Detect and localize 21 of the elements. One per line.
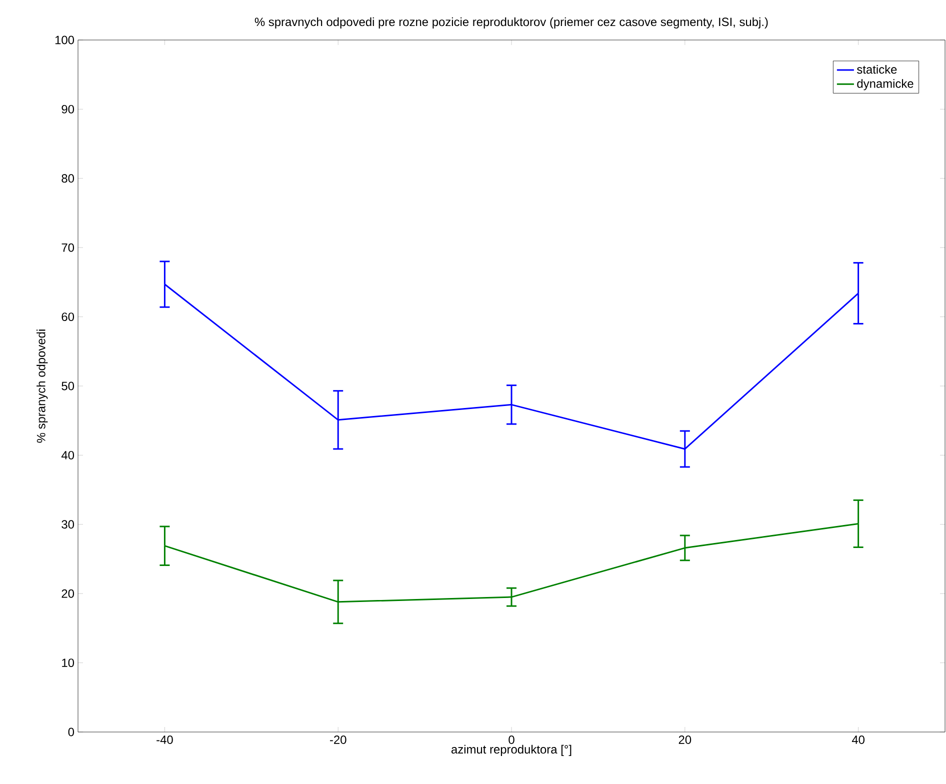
y-tick-label: 100: [55, 36, 74, 44]
y-tick-label: 40: [61, 450, 74, 460]
y-tick-label: 60: [62, 312, 74, 322]
x-axis-title: azimut reproduktora [°]: [451, 744, 572, 756]
y-tick-label: 0: [68, 728, 74, 736]
x-tick-label: -40: [156, 736, 173, 744]
legend-label: staticke: [857, 64, 897, 74]
x-tick-label: 20: [678, 736, 692, 744]
x-tick-label: 40: [852, 736, 864, 744]
y-tick-label: 90: [62, 104, 74, 114]
y-tick-label: 20: [62, 589, 74, 598]
y-tick-label: 70: [62, 243, 74, 252]
x-tick-label: -20: [330, 736, 346, 744]
y-tick-label: 10: [62, 658, 74, 668]
chart-title: % spravnych odpovedi pre rozne pozicie reproduktorov (priemer cez casove segmenty, ISI, subj.): [254, 17, 768, 28]
y-tick-label: 50: [62, 382, 74, 390]
y-tick-label: 80: [62, 174, 74, 183]
y-axis-title: % spranych odpovedi: [36, 330, 48, 443]
x-tick-label: 0: [508, 736, 514, 744]
y-tick-label: 30: [62, 520, 74, 529]
legend-label: dynamicke: [857, 79, 914, 90]
